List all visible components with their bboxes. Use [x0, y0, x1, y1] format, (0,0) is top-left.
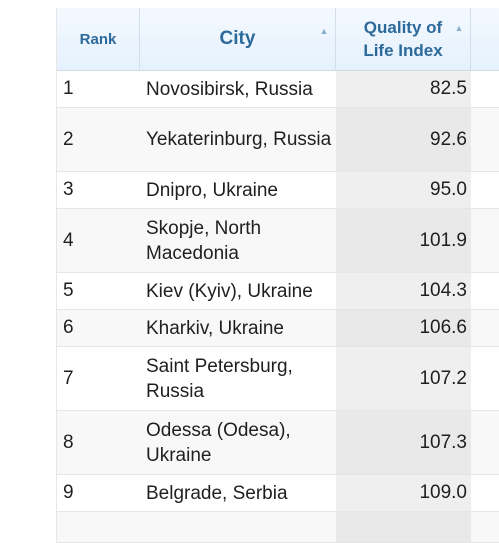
- index-value-cell: 82.5: [336, 71, 471, 107]
- index-value-cell: 109.0: [336, 475, 471, 511]
- extra-cell: [471, 347, 499, 410]
- header-qli-line2: Life Index: [363, 41, 443, 60]
- extra-cell: [471, 310, 499, 346]
- city-cell: [140, 512, 336, 542]
- index-value-cell: 107.3: [336, 411, 471, 474]
- table-row: 2 Yekaterinburg, Russia 92.6: [57, 108, 499, 172]
- header-quality-of-life-index[interactable]: Quality of Life Index ▲: [336, 8, 471, 70]
- rank-cell: 4: [63, 229, 74, 251]
- header-extra-column: [471, 8, 499, 70]
- header-qli-label: Quality of Life Index: [363, 16, 442, 62]
- index-value-cell: 95.0: [336, 172, 471, 208]
- city-cell: Odessa (Odesa), Ukraine: [146, 419, 291, 466]
- table-row-partial: [57, 512, 499, 543]
- index-value-cell: 104.3: [336, 273, 471, 309]
- extra-cell: [471, 411, 499, 474]
- city-cell: Belgrade, Serbia: [146, 482, 288, 504]
- rank-cell: 2: [63, 128, 74, 150]
- extra-cell: [471, 71, 499, 107]
- rank-cell: 1: [63, 78, 74, 99]
- extra-cell: [471, 172, 499, 208]
- extra-cell: [471, 273, 499, 309]
- city-cell: Skopje, North Macedonia: [146, 217, 262, 264]
- table-body: 1 Novosibirsk, Russia 82.5 2 Yekaterinbu…: [57, 71, 499, 543]
- extra-cell: [471, 475, 499, 511]
- extra-cell: [471, 209, 499, 272]
- rank-cell: 5: [63, 280, 74, 301]
- sort-up-icon: ▲: [319, 26, 329, 36]
- table-row: 4 Skopje, North Macedonia 101.9: [57, 209, 499, 273]
- extra-cell: [471, 108, 499, 171]
- city-cell: Yekaterinburg, Russia: [146, 129, 332, 150]
- rank-cell: 8: [63, 431, 74, 453]
- index-value-cell: 92.6: [336, 108, 471, 171]
- table-header: Rank City ▲ Quality of Life Index ▲: [57, 8, 499, 71]
- table-row: 5 Kiev (Kyiv), Ukraine 104.3: [57, 273, 499, 310]
- city-cell: Kiev (Kyiv), Ukraine: [146, 280, 313, 302]
- rank-cell: 9: [63, 482, 74, 503]
- rank-cell: 7: [63, 367, 74, 389]
- index-value-cell: 101.9: [336, 209, 471, 272]
- rank-cell: 3: [63, 179, 74, 200]
- index-value-cell: 107.2: [336, 347, 471, 410]
- table-row: 9 Belgrade, Serbia 109.0: [57, 475, 499, 512]
- header-rank-label: Rank: [79, 30, 117, 48]
- table-row: 7 Saint Petersburg, Russia 107.2: [57, 347, 499, 411]
- header-city[interactable]: City ▲: [140, 8, 336, 70]
- table-row: 8 Odessa (Odesa), Ukraine 107.3: [57, 411, 499, 475]
- ranking-table: Rank City ▲ Quality of Life Index ▲ 1 No…: [56, 8, 499, 543]
- header-qli-line1: Quality of: [363, 18, 443, 37]
- table-row: 3 Dnipro, Ukraine 95.0: [57, 172, 499, 209]
- city-cell: Novosibirsk, Russia: [146, 78, 313, 100]
- index-value-cell: [336, 512, 471, 542]
- city-cell: Dnipro, Ukraine: [146, 179, 278, 201]
- index-value-cell: 106.6: [336, 310, 471, 346]
- city-cell: Kharkiv, Ukraine: [146, 317, 284, 339]
- sort-up-icon: ▲: [454, 23, 464, 33]
- header-city-label: City: [219, 28, 256, 49]
- rank-cell: 6: [63, 317, 74, 338]
- rank-cell: [57, 512, 140, 542]
- extra-cell: [471, 512, 499, 542]
- header-rank[interactable]: Rank: [57, 8, 140, 70]
- table-row: 6 Kharkiv, Ukraine 106.6: [57, 310, 499, 347]
- table-row: 1 Novosibirsk, Russia 82.5: [57, 71, 499, 108]
- city-cell: Saint Petersburg, Russia: [146, 355, 293, 402]
